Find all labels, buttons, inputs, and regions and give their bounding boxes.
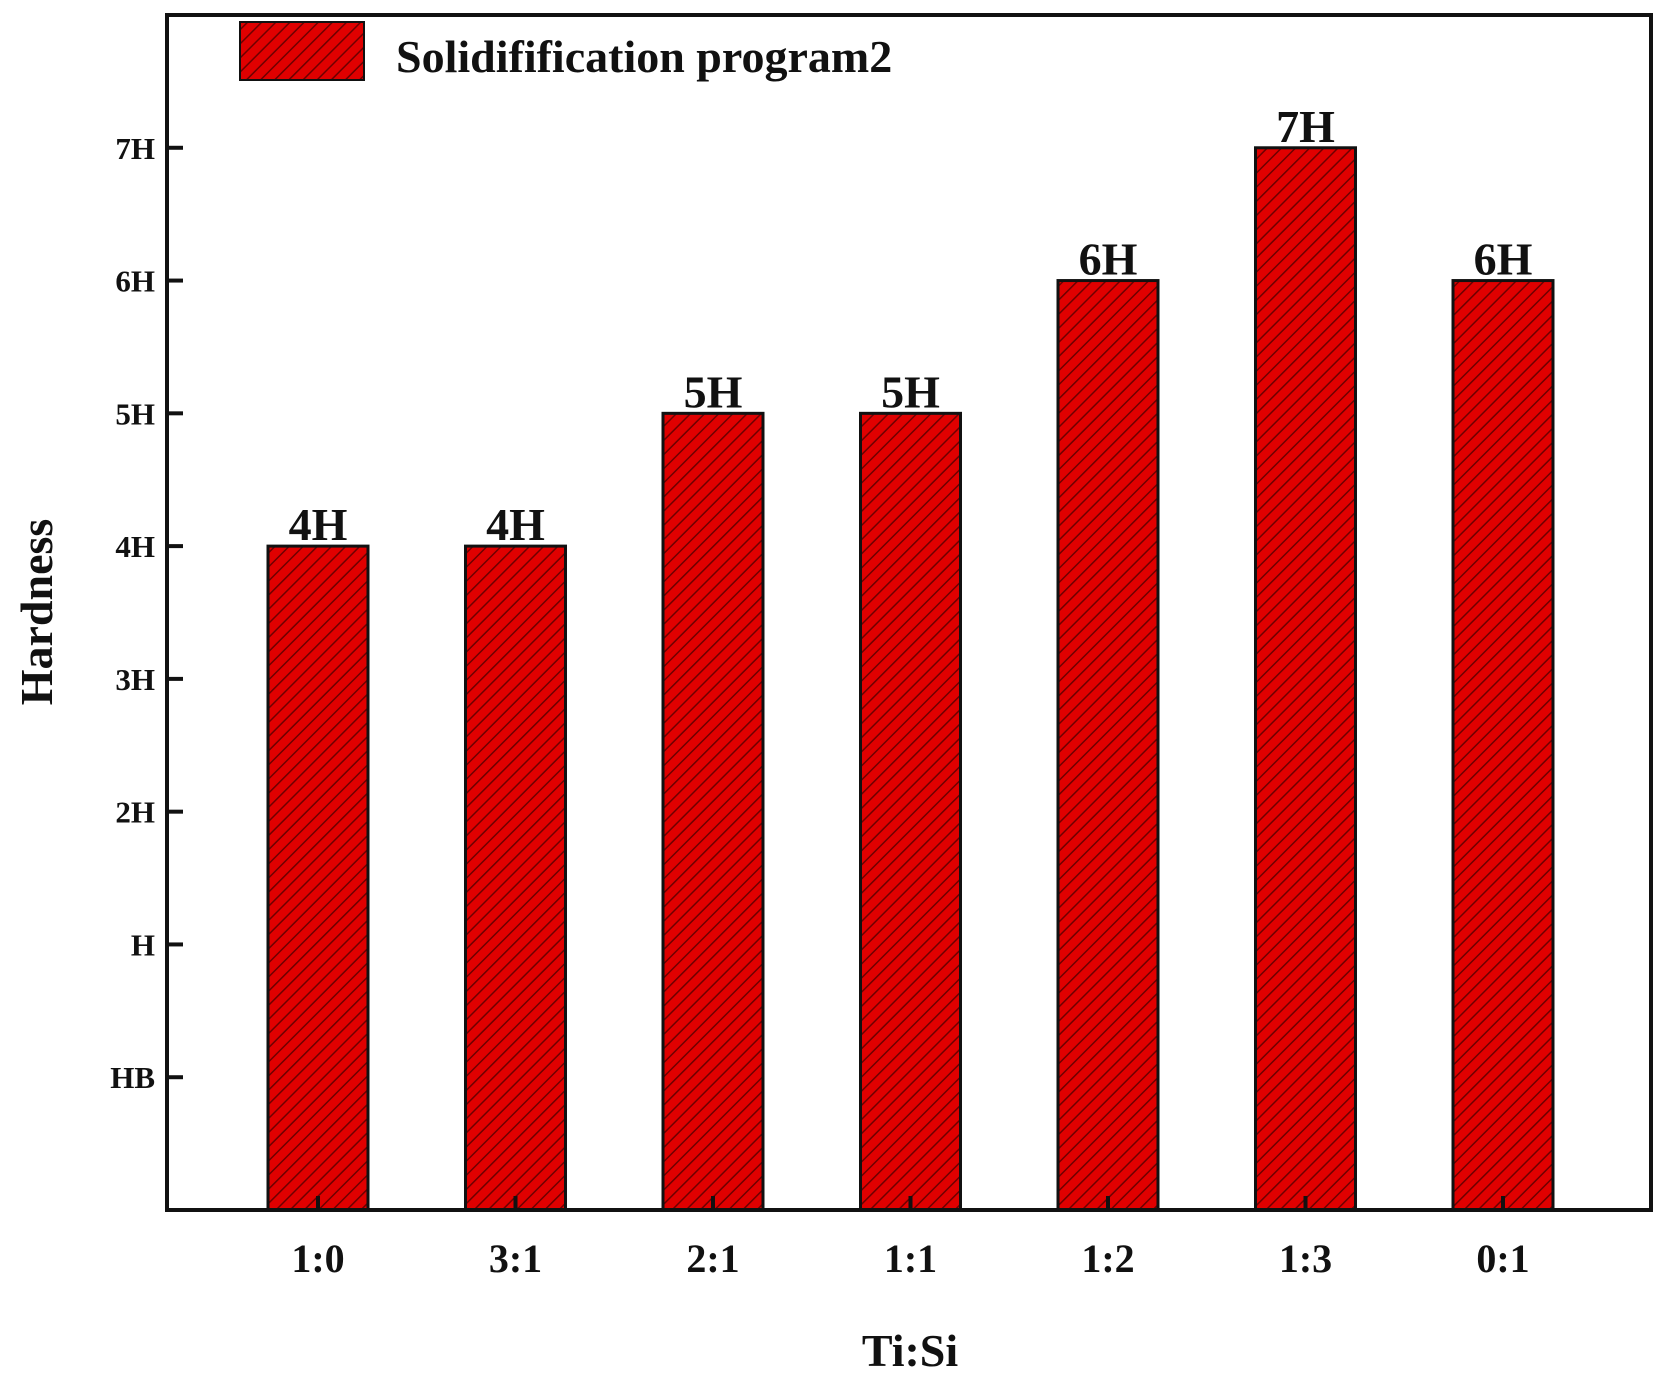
y-tick-label-HB: HB xyxy=(110,1060,155,1095)
data-label-0:1: 6H xyxy=(1474,234,1533,285)
bars xyxy=(266,146,1555,1212)
legend-swatch xyxy=(239,21,365,81)
y-tick-label-6H: 6H xyxy=(115,264,155,299)
y-axis: HB H 2H 3H 4H 5H 6H 7H xyxy=(110,131,183,1095)
bar-1:1 xyxy=(859,411,962,1212)
bar-0:1 xyxy=(1451,279,1555,1212)
y-tick-label-5H: 5H xyxy=(115,396,155,431)
x-tick-label-2:1: 2:1 xyxy=(686,1236,739,1281)
bar-3:1 xyxy=(464,544,567,1212)
x-tick-label-1:3: 1:3 xyxy=(1279,1236,1332,1281)
data-label-1:1: 5H xyxy=(881,366,940,417)
data-labels: 4H 4H 5H 5H 6H 7H 6H xyxy=(289,101,1533,550)
data-label-1:0: 4H xyxy=(289,499,348,550)
bar-2:1 xyxy=(661,411,765,1212)
y-tick-label-2H: 2H xyxy=(115,795,155,830)
y-tick-label-3H: 3H xyxy=(115,662,155,697)
x-tick-label-1:1: 1:1 xyxy=(884,1236,937,1281)
data-label-2:1: 5H xyxy=(684,366,743,417)
bar-1:3 xyxy=(1254,146,1357,1212)
legend: Solidifification program2 xyxy=(239,21,892,82)
x-axis-title: Ti:Si xyxy=(862,1325,959,1376)
x-tick-label-1:0: 1:0 xyxy=(291,1236,344,1281)
x-tick-label-0:1: 0:1 xyxy=(1476,1236,1529,1281)
data-label-3:1: 4H xyxy=(486,499,545,550)
legend-label: Solidifification program2 xyxy=(396,31,892,82)
y-tick-label-H: H xyxy=(131,927,155,962)
y-axis-title: Hardness xyxy=(11,519,62,706)
y-tick-label-7H: 7H xyxy=(115,131,155,166)
data-label-1:3: 7H xyxy=(1276,101,1335,152)
y-tick-label-4H: 4H xyxy=(115,529,155,564)
x-tick-label-3:1: 3:1 xyxy=(489,1236,542,1281)
x-axis: 1:0 3:1 2:1 1:1 1:2 1:3 0:1 xyxy=(291,1196,1530,1281)
bar-1:2 xyxy=(1056,279,1160,1212)
data-label-1:2: 6H xyxy=(1079,234,1138,285)
bar-1:0 xyxy=(266,544,370,1212)
x-tick-label-1:2: 1:2 xyxy=(1081,1236,1134,1281)
